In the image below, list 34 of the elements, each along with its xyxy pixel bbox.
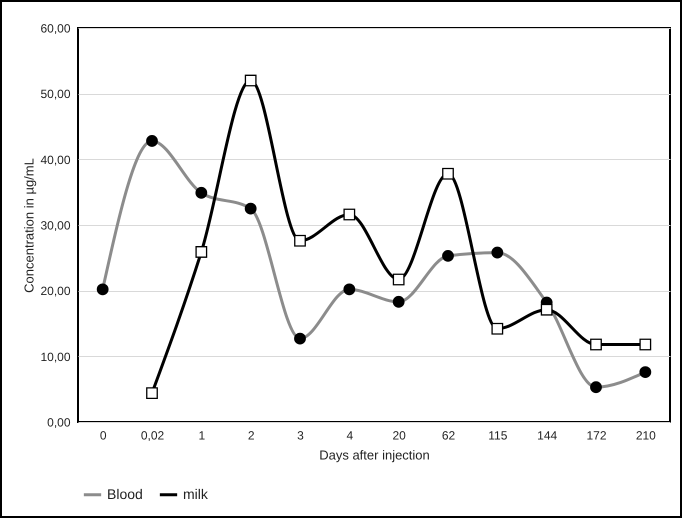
x-tick-label: 115: [488, 428, 508, 442]
point: [392, 274, 405, 286]
x-tick-label: 0,02: [140, 428, 164, 442]
y-tick-label: 50,00: [40, 87, 71, 102]
x-tick-label: 172: [586, 428, 607, 442]
x-axis-title: Days after injection: [319, 448, 430, 462]
point: [540, 304, 553, 316]
y-tick-label: 10,00: [40, 350, 71, 364]
x-tick-label: 210: [636, 428, 656, 442]
point: [590, 338, 602, 350]
y-tick-label: 60,00: [40, 22, 71, 36]
x-tick-label: 1: [198, 428, 206, 442]
y-tick-label: 0,00: [47, 416, 71, 430]
x-tick-label: 0: [100, 428, 107, 442]
y-tick-label: 40,00: [40, 152, 71, 167]
x-tick-label: 4: [346, 428, 354, 442]
x-tick-label: 62: [442, 428, 456, 442]
point: [294, 234, 306, 247]
y-axis-title: Concentration in µg/mL: [21, 158, 36, 293]
x-tick-label: 3: [297, 428, 304, 442]
y-tick-label: 30,00: [40, 218, 71, 232]
point: [491, 322, 504, 335]
point: [639, 338, 652, 350]
point: [195, 246, 208, 258]
point: [244, 74, 257, 86]
point: [442, 168, 454, 180]
point: [146, 387, 158, 399]
x-tick-label: 144: [537, 428, 558, 442]
x-tick-label: 2: [248, 428, 255, 442]
point: [343, 208, 356, 220]
legend-label: milk: [183, 486, 209, 502]
y-tick-label: 20,00: [40, 284, 71, 298]
legend-label: Blood: [107, 486, 143, 502]
x-tick-label: 20: [392, 428, 406, 442]
